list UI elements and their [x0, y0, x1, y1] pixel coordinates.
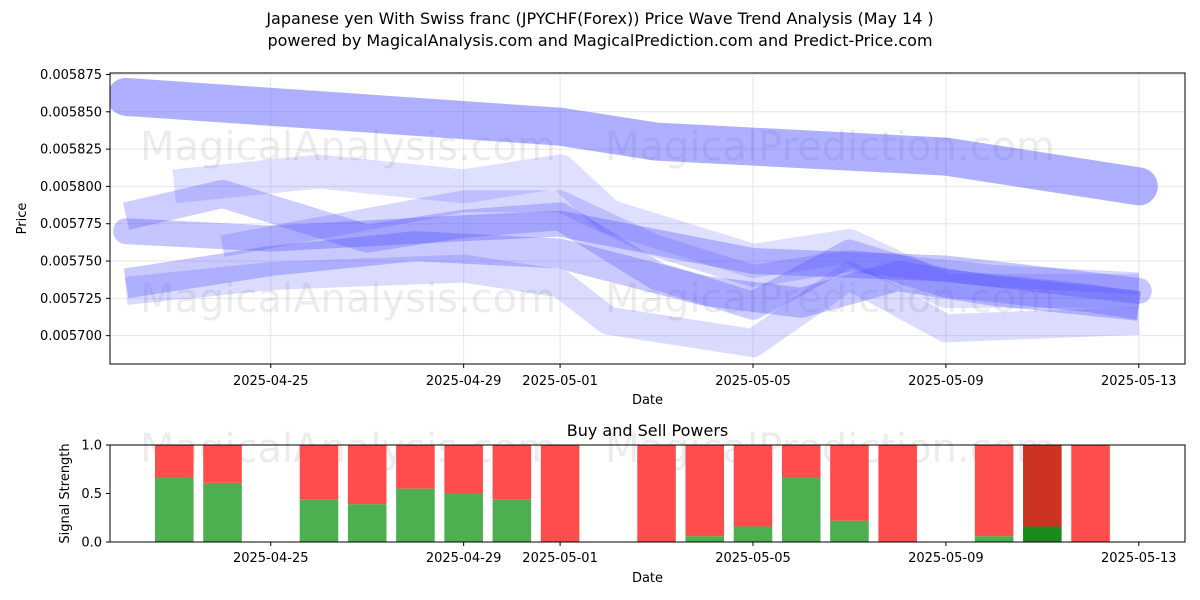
x-tick-label: 2025-04-25 [233, 374, 309, 389]
sell-bar [733, 445, 773, 527]
wave-band [124, 254, 1140, 358]
watermark: MagicalAnalysis.com [140, 124, 556, 170]
x-axis-label: Date [632, 393, 663, 408]
buy-bar [299, 499, 339, 542]
sell-bar [396, 445, 435, 489]
x-tick-label: 2025-04-25 [233, 551, 309, 566]
wave-band [172, 154, 1139, 308]
power-chart-title: Buy and Sell Powers [567, 421, 729, 440]
buy-bar [444, 493, 483, 542]
y-axis-label: Price [15, 203, 30, 235]
y-tick-label: 0.005750 [40, 255, 102, 270]
buy-bar [203, 482, 242, 542]
y-tick-label: 0.005800 [40, 180, 102, 195]
sell-bar [878, 445, 917, 542]
x-tick-label: 2025-05-13 [1101, 374, 1177, 389]
sell-bar [1023, 445, 1062, 527]
buy-bar [781, 477, 821, 542]
plot-frame [109, 444, 1186, 543]
wave-band [220, 190, 1140, 295]
x-tick-label: 2025-05-01 [522, 374, 598, 389]
y-tick-label: 0.005825 [40, 143, 102, 158]
watermark: MagicalPrediction.com [605, 124, 1055, 170]
x-tick-label: 2025-05-05 [715, 551, 791, 566]
sell-bar [781, 445, 821, 478]
x-tick-label: 2025-05-09 [908, 374, 984, 389]
x-tick-label: 2025-04-29 [426, 374, 502, 389]
buy-bar [492, 499, 532, 542]
sell-bar [155, 445, 194, 478]
wave-band [113, 210, 1152, 304]
x-tick-label: 2025-04-29 [426, 551, 502, 566]
sell-bar [444, 445, 483, 494]
watermark: MagicalAnalysis.com [140, 276, 556, 322]
sell-bar [1071, 445, 1110, 542]
sell-bar [830, 445, 869, 521]
sell-bar [299, 445, 339, 500]
buy-bar [347, 504, 387, 542]
wave-band [123, 231, 1141, 321]
y-tick-label: 0.0 [81, 536, 102, 551]
sell-bar [540, 445, 580, 542]
wave-band [110, 77, 1158, 206]
buy-bar [1023, 526, 1062, 542]
buy-bar [733, 526, 773, 542]
buy-bar [830, 520, 869, 542]
y-tick-label: 0.5 [81, 487, 102, 502]
y-tick-label: 0.005850 [40, 105, 102, 120]
sell-bar [492, 445, 532, 500]
x-tick-label: 2025-05-05 [715, 374, 791, 389]
x-tick-label: 2025-05-01 [522, 551, 598, 566]
x-axis-label: Date [632, 571, 663, 586]
buy-bar [685, 536, 725, 542]
buy-bar [396, 488, 435, 542]
sell-bar [637, 445, 676, 542]
buy-bar [974, 536, 1014, 542]
plot-frame [109, 72, 1186, 365]
y-tick-label: 0.005875 [40, 68, 102, 83]
sell-bar [203, 445, 242, 483]
power-chart: MagicalAnalysis.comMagicalPrediction.com… [58, 421, 1186, 586]
wave-band [122, 179, 1141, 320]
watermark: MagicalPrediction.com [605, 276, 1055, 322]
sell-bar [974, 445, 1014, 537]
chart-subtitle: powered by MagicalAnalysis.com and Magic… [267, 31, 933, 50]
y-axis-label: Signal Strength [58, 443, 73, 543]
price-chart: 2025-04-25 2025-04-29 2025-05-01 2025-05-05… [15, 68, 1186, 408]
y-tick-label: 0.005775 [40, 217, 102, 232]
x-tick-label: 2025-05-09 [908, 551, 984, 566]
x-tick-label: 2025-05-13 [1101, 551, 1177, 566]
y-tick-label: 0.005700 [40, 329, 102, 344]
y-tick-label: 1.0 [81, 439, 102, 454]
wave-bands [110, 77, 1158, 358]
sell-bar [347, 445, 387, 505]
sell-bar [685, 445, 725, 537]
buy-bar [155, 477, 194, 542]
chart-title: Japanese yen With Swiss franc (JPYCHF(Fo… [266, 9, 934, 28]
y-tick-label: 0.005725 [40, 292, 102, 307]
